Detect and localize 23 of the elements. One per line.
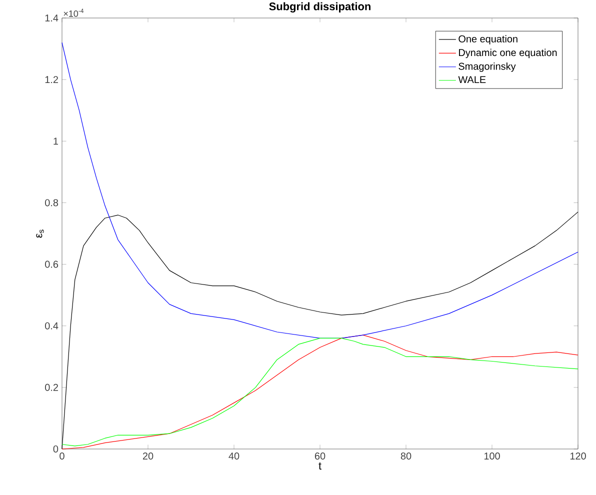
y-tick-label: 1.2 — [45, 76, 58, 84]
y-tick-label: 0.2 — [45, 384, 58, 391]
legend-label: One equation — [458, 35, 518, 44]
y-tick-label: 0 — [53, 445, 58, 453]
text: ×10$^{-4}$ — [64, 8, 84, 17]
legend-label: Dynamic one equation — [459, 48, 557, 58]
y-axis-title: ε$_{s}$ — [36, 230, 44, 238]
x-tick-label: 80 — [400, 452, 412, 460]
legend-label: Smagorinsky — [458, 62, 516, 72]
y-tick-label: 1 — [54, 138, 58, 145]
x-axis-title: t — [318, 462, 322, 470]
x-tick-label: 0 — [60, 452, 64, 460]
x-tick-label: 20 — [142, 452, 154, 460]
y-tick-label: 0.8 — [45, 199, 58, 206]
chart-title: Subgrid dissipation — [269, 2, 370, 13]
x-tick-label: 120 — [570, 452, 586, 460]
y-tick-label: 1.4 — [45, 14, 58, 22]
x-tick-label: 40 — [228, 452, 240, 460]
y-tick-label: 0.4 — [45, 322, 58, 330]
x-tick-label: 100 — [484, 452, 500, 460]
legend-label: WALE — [458, 76, 486, 84]
x-tick-label: 60 — [314, 452, 326, 460]
y-tick-label: 0.6 — [45, 260, 58, 268]
